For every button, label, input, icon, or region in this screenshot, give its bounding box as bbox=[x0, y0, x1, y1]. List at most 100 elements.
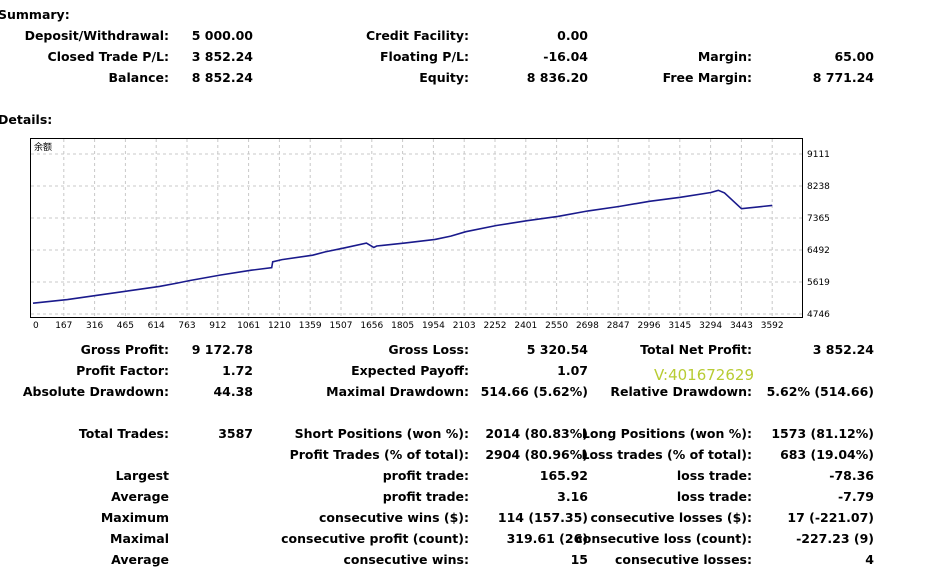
x-axis-ticks: 0 167 316 465 614 763 912 1061 1210 1359 1507 1656 1… bbox=[33, 321, 784, 331]
chart-title: 余额 bbox=[34, 141, 52, 153]
maximum-label: Maximum bbox=[100, 510, 169, 525]
x-tick-label: 1805 bbox=[391, 321, 414, 331]
closed-pl-value: 3 852.24 bbox=[191, 49, 253, 64]
avg-consecutive-wins-value: 15 bbox=[570, 552, 588, 567]
y-axis-ticks: 9111 8238 7365 6492 5619 4746 bbox=[807, 150, 830, 320]
x-tick-label: 465 bbox=[117, 321, 134, 331]
relative-drawdown-label: Relative Drawdown: bbox=[610, 384, 752, 399]
total-trades-value: 3587 bbox=[218, 426, 253, 441]
long-positions-value: 1573 (81.12%) bbox=[771, 426, 874, 441]
max-consecutive-wins-label: consecutive wins ($): bbox=[318, 510, 469, 525]
gross-loss-value: 5 320.54 bbox=[526, 342, 588, 357]
average-profit-value: 3.16 bbox=[557, 489, 588, 504]
gross-loss-label: Gross Loss: bbox=[388, 342, 469, 357]
x-tick-label: 3592 bbox=[761, 321, 784, 331]
absolute-drawdown-value: 44.38 bbox=[213, 384, 253, 399]
details-heading: Details: bbox=[0, 112, 53, 127]
free-margin-value: 8 771.24 bbox=[812, 70, 874, 85]
avg-consecutive-losses-value: 4 bbox=[865, 552, 874, 567]
relative-drawdown-value: 5.62% (514.66) bbox=[766, 384, 874, 399]
profit-factor-value: 1.72 bbox=[222, 363, 253, 378]
y-tick-label: 7365 bbox=[807, 214, 830, 224]
total-net-profit-label: Total Net Profit: bbox=[640, 342, 752, 357]
max-consecutive-losses-label: consecutive losses ($): bbox=[590, 510, 752, 525]
x-tick-label: 1656 bbox=[360, 321, 383, 331]
x-tick-label: 614 bbox=[148, 321, 165, 331]
chart-frame bbox=[30, 138, 803, 318]
total-trades-label: Total Trades: bbox=[78, 426, 169, 441]
average-loss-label: loss trade: bbox=[676, 489, 752, 504]
average-loss-value: -7.79 bbox=[837, 489, 874, 504]
x-tick-label: 2550 bbox=[545, 321, 568, 331]
x-tick-label: 3294 bbox=[699, 321, 722, 331]
y-tick-label: 9111 bbox=[807, 150, 830, 160]
x-tick-label: 2401 bbox=[514, 321, 537, 331]
deposit-label: Deposit/Withdrawal: bbox=[24, 28, 169, 43]
floating-pl-label: Floating P/L: bbox=[380, 49, 469, 64]
largest-profit-value: 165.92 bbox=[539, 468, 588, 483]
maximal-consecutive-loss-value: -227.23 (9) bbox=[796, 531, 874, 546]
x-tick-label: 2996 bbox=[638, 321, 661, 331]
avg-consecutive-wins-label: consecutive wins: bbox=[343, 552, 469, 567]
y-tick-label: 6492 bbox=[807, 246, 830, 256]
y-tick-label: 5619 bbox=[807, 278, 830, 288]
profit-factor-label: Profit Factor: bbox=[76, 363, 169, 378]
long-positions-label: Long Positions (won %): bbox=[581, 426, 752, 441]
equity-value: 8 836.20 bbox=[526, 70, 588, 85]
average-label: Average bbox=[111, 489, 169, 504]
total-net-profit-value: 3 852.24 bbox=[812, 342, 874, 357]
maximal-drawdown-value: 514.66 (5.62%) bbox=[480, 384, 588, 399]
margin-value: 65.00 bbox=[834, 49, 874, 64]
x-tick-label: 912 bbox=[209, 321, 226, 331]
expected-payoff-label: Expected Payoff: bbox=[351, 363, 469, 378]
x-tick-label: 1359 bbox=[299, 321, 322, 331]
largest-profit-label: profit trade: bbox=[382, 468, 469, 483]
short-positions-label: Short Positions (won %): bbox=[294, 426, 469, 441]
gross-profit-label: Gross Profit: bbox=[80, 342, 169, 357]
loss-trades-label: Loss trades (% of total): bbox=[581, 447, 752, 462]
max-consecutive-wins-value: 114 (157.35) bbox=[497, 510, 588, 525]
y-tick-label: 4746 bbox=[807, 310, 830, 320]
credit-value: 0.00 bbox=[557, 28, 588, 43]
largest-loss-label: loss trade: bbox=[676, 468, 752, 483]
balance-label: Balance: bbox=[108, 70, 169, 85]
x-tick-label: 3145 bbox=[668, 321, 691, 331]
maximal-drawdown-label: Maximal Drawdown: bbox=[326, 384, 469, 399]
equity-label: Equity: bbox=[419, 70, 469, 85]
version-watermark: V:401672629 bbox=[654, 366, 754, 384]
average-consecutive-label: Average bbox=[111, 552, 169, 567]
credit-label: Credit Facility: bbox=[365, 28, 469, 43]
y-tick-label: 8238 bbox=[807, 182, 830, 192]
margin-label: Margin: bbox=[697, 49, 752, 64]
floating-pl-value: -16.04 bbox=[543, 49, 588, 64]
maximal-consecutive-profit-value: 319.61 (26) bbox=[506, 531, 588, 546]
x-tick-label: 2252 bbox=[484, 321, 507, 331]
x-tick-label: 3443 bbox=[730, 321, 753, 331]
largest-loss-value: -78.36 bbox=[829, 468, 874, 483]
short-positions-value: 2014 (80.83%) bbox=[485, 426, 588, 441]
max-consecutive-losses-value: 17 (-221.07) bbox=[787, 510, 874, 525]
maximal-label: Maximal bbox=[110, 531, 169, 546]
profit-trades-value: 2904 (80.96%) bbox=[485, 447, 588, 462]
avg-consecutive-losses-label: consecutive losses: bbox=[614, 552, 752, 567]
x-tick-label: 1507 bbox=[330, 321, 353, 331]
balance-value: 8 852.24 bbox=[191, 70, 253, 85]
x-tick-label: 1954 bbox=[422, 321, 445, 331]
absolute-drawdown-label: Absolute Drawdown: bbox=[22, 384, 169, 399]
x-tick-label: 0 bbox=[33, 321, 39, 331]
maximal-consecutive-loss-label: consecutive loss (count): bbox=[575, 531, 752, 546]
x-tick-label: 1210 bbox=[268, 321, 291, 331]
x-tick-label: 2847 bbox=[607, 321, 630, 331]
deposit-value: 5 000.00 bbox=[191, 28, 253, 43]
x-tick-label: 1061 bbox=[237, 321, 260, 331]
free-margin-label: Free Margin: bbox=[662, 70, 752, 85]
closed-pl-label: Closed Trade P/L: bbox=[47, 49, 169, 64]
balance-series-line bbox=[32, 189, 773, 304]
loss-trades-value: 683 (19.04%) bbox=[780, 447, 874, 462]
summary-heading: Summary: bbox=[0, 7, 70, 22]
x-tick-label: 763 bbox=[178, 321, 195, 331]
largest-label: Largest bbox=[115, 468, 169, 483]
expected-payoff-value: 1.07 bbox=[557, 363, 588, 378]
x-tick-label: 167 bbox=[55, 321, 72, 331]
